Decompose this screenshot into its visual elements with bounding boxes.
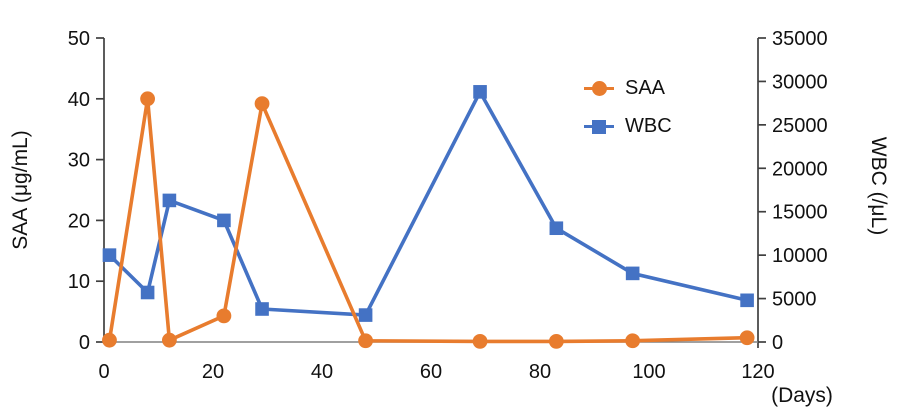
x-axis-tick-label: 120 <box>741 361 774 383</box>
left-axis-tick-label: 50 <box>68 28 90 50</box>
left-axis-tick-label: 40 <box>68 89 90 111</box>
wbc-marker <box>255 302 269 316</box>
right-axis-tick-label: 20000 <box>772 158 828 180</box>
series-saa <box>102 91 755 349</box>
legend-label-saa: SAA <box>625 77 666 99</box>
right-axis-title: WBC (/μL) <box>867 136 890 236</box>
wbc-line <box>108 90 748 317</box>
saa-marker <box>216 308 232 324</box>
x-axis-tick-label: 80 <box>529 361 551 383</box>
x-axis-tick-label: 40 <box>311 361 333 383</box>
left-axis-tick-label: 20 <box>68 210 90 232</box>
wbc-marker <box>625 266 640 281</box>
right-axis-tick-label: 35000 <box>772 28 828 50</box>
saa-marker <box>102 332 117 348</box>
wbc-marker <box>162 193 177 208</box>
saa-marker <box>140 91 156 107</box>
right-axis-tick-label: 0 <box>772 332 783 354</box>
wbc-marker <box>102 248 117 262</box>
wbc-marker <box>549 221 564 236</box>
legend: SAA WBC <box>584 74 672 141</box>
x-axis-title: (Days) <box>771 384 833 407</box>
saa-legend-marker-icon <box>584 81 614 97</box>
saa-marker <box>162 332 177 348</box>
wbc-marker <box>140 285 155 300</box>
saa-marker <box>739 330 755 346</box>
left-axis-title: SAA (μg/mL) <box>9 130 32 250</box>
legend-label-wbc: WBC <box>625 115 672 137</box>
left-axis-tick-label: 0 <box>79 332 90 354</box>
wbc-marker <box>217 213 231 228</box>
right-axis-tick-label: 5000 <box>772 289 817 311</box>
legend-item-wbc: WBC <box>584 112 672 141</box>
saa-marker <box>254 96 270 112</box>
saa-marker <box>358 333 373 349</box>
wbc-marker <box>740 293 754 308</box>
wbc-marker <box>358 308 373 322</box>
x-axis-tick-label: 0 <box>98 361 109 383</box>
right-axis-tick-label: 10000 <box>772 245 828 267</box>
right-axis-tick-label: 25000 <box>772 115 828 137</box>
x-axis-tick-label: 100 <box>632 361 665 383</box>
saa-marker <box>625 333 641 349</box>
saa-line <box>107 97 748 344</box>
wbc-legend-marker-icon <box>584 119 614 135</box>
right-axis-tick-label: 30000 <box>772 71 828 93</box>
left-axis-tick-label: 10 <box>68 271 90 293</box>
left-axis-tick-label: 30 <box>68 150 90 172</box>
saa-marker <box>548 333 564 349</box>
right-axis-tick-label: 15000 <box>772 202 828 224</box>
saa-marker <box>472 333 488 349</box>
legend-item-saa: SAA <box>584 74 672 103</box>
x-axis-tick-label: 20 <box>202 361 224 383</box>
x-axis-tick-label: 60 <box>420 361 442 383</box>
series-wbc <box>102 85 754 322</box>
axes: 0 10 20 30 40 50 0 5000 10000 15000 20000 25000 3000… <box>68 28 828 383</box>
wbc-marker <box>473 85 487 99</box>
